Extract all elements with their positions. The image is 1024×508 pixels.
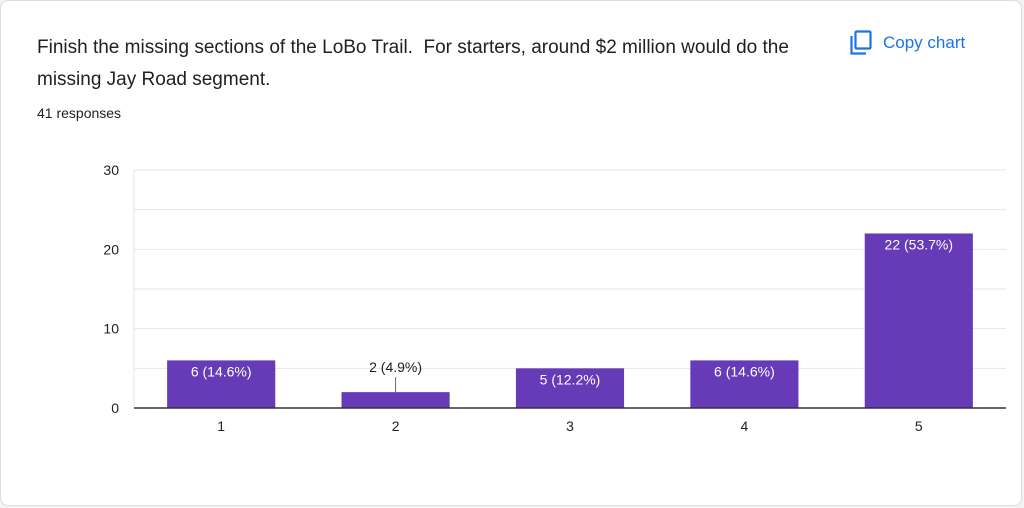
data-label: 22 (53.7%) [885, 236, 953, 252]
y-tick-label: 10 [103, 321, 119, 337]
bar [690, 360, 799, 408]
data-label: 6 (14.6%) [191, 363, 252, 379]
question-title: Finish the missing sections of the LoBo … [37, 37, 795, 90]
data-label: 6 (14.6%) [714, 363, 775, 379]
data-label: 2 (4.9%) [369, 359, 422, 375]
copy-icon [849, 30, 873, 56]
y-tick-label: 0 [111, 400, 119, 416]
bar-chart: 0 10 20 30 6 (14.6%) 1 2 (4.9%) 2 5 (12.2%) 3 6 (1… [103, 162, 1006, 434]
copy-chart-label: Copy chart [883, 33, 966, 52]
x-tick-label: 5 [915, 418, 923, 434]
y-tick-label: 20 [103, 241, 119, 257]
bar [341, 392, 450, 408]
bar [864, 233, 973, 408]
bar [515, 368, 625, 408]
y-tick-label: 30 [103, 162, 119, 178]
x-tick-label: 2 [392, 418, 400, 434]
x-tick-label: 3 [566, 418, 574, 434]
response-count: 41 responses [37, 105, 122, 121]
bar [167, 360, 276, 408]
copy-chart-button[interactable]: Copy chart [843, 25, 973, 61]
x-tick-label: 1 [217, 418, 225, 434]
data-label: 5 (12.2%) [540, 371, 601, 387]
x-tick-label: 4 [741, 418, 749, 434]
